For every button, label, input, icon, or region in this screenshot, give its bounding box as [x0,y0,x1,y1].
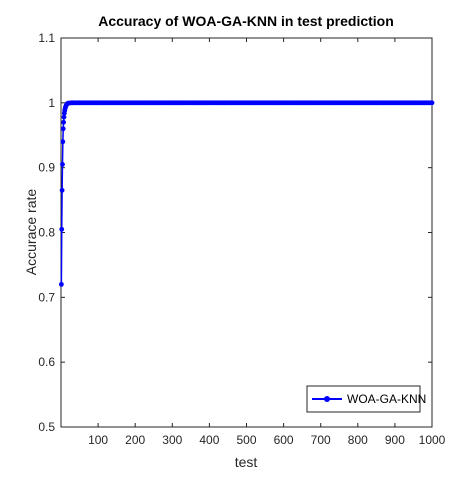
data-point [60,162,65,167]
chart-title: Accuracy of WOA-GA-KNN in test predictio… [98,13,394,29]
x-tick-label: 100 [88,433,108,447]
x-axis-ticks: 100 200 300 400 500 600 700 800 900 1000 [88,38,446,447]
x-tick-label: 800 [348,433,368,447]
x-axis-label: test [235,454,258,470]
legend-series-marker [324,396,330,402]
x-tick-label: 300 [162,433,182,447]
x-tick-label: 600 [274,433,294,447]
y-tick-label: 1.1 [38,31,55,45]
y-axis-label: Accurace rate [23,189,39,276]
legend-series-label: WOA-GA-KNN [347,392,426,406]
data-point [61,114,67,120]
y-tick-label: 1 [48,96,55,110]
y-tick-label: 0.9 [38,161,55,175]
data-point [60,126,66,132]
data-point [60,139,66,145]
x-tick-label: 700 [311,433,331,447]
data-point [61,119,66,125]
y-tick-label: 0.8 [38,226,55,240]
legend: WOA-GA-KNN [306,385,426,413]
x-tick-label: 400 [199,433,219,447]
x-tick-label: 200 [125,433,145,447]
y-tick-label: 0.5 [38,420,55,434]
data-point [59,226,65,232]
series-layer [58,100,435,287]
y-axis-ticks: 0.5 0.6 0.7 0.8 0.9 1 1.1 [38,31,432,434]
x-tick-label: 900 [385,433,405,447]
x-tick-label: 1000 [419,433,446,447]
plot-area [60,37,433,428]
data-point [58,281,64,287]
x-tick-label: 500 [236,433,256,447]
data-point [59,187,65,193]
y-tick-label: 0.7 [38,290,55,304]
data-point [429,100,435,106]
y-tick-label: 0.6 [38,355,55,369]
plot-frame [60,37,433,428]
